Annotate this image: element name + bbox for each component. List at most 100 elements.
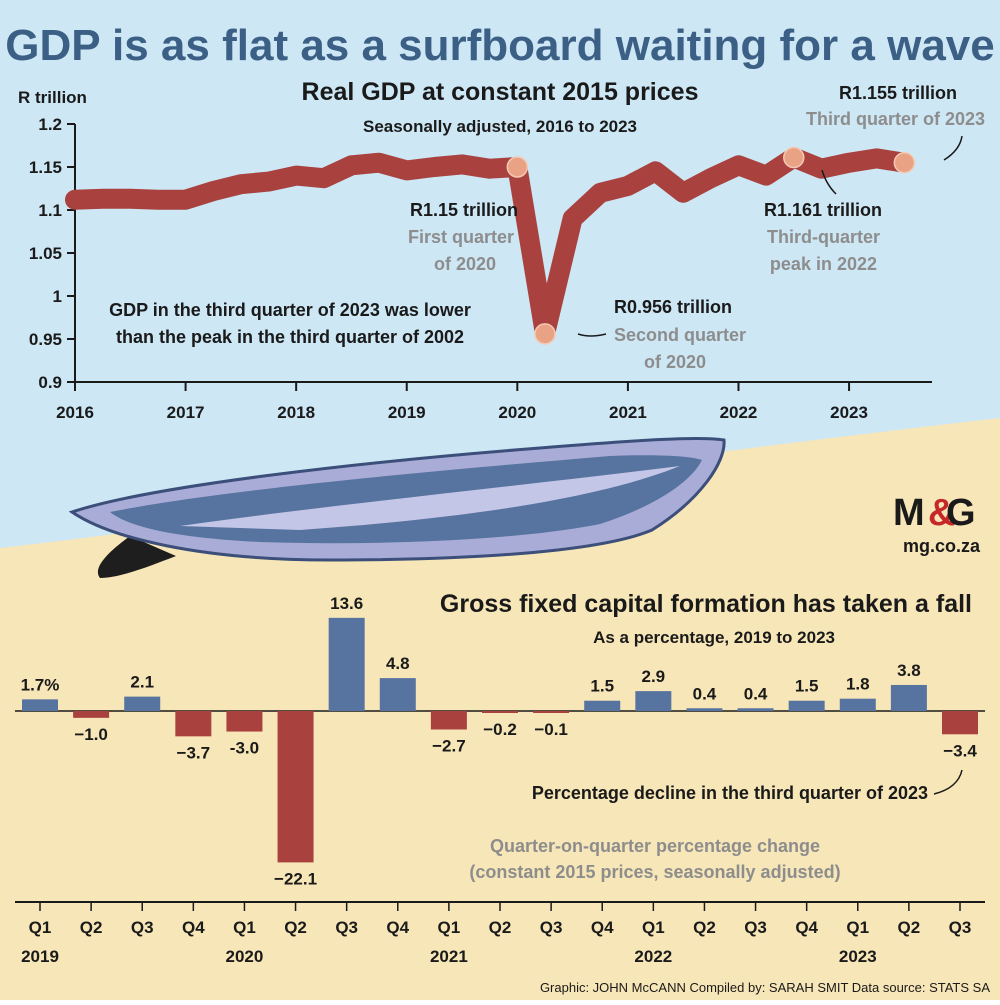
gfcf-bar xyxy=(124,696,161,711)
gfcf-bar-value-label: 2.9 xyxy=(642,667,666,686)
surfboard-stripe xyxy=(180,466,680,530)
gfcf-quarter-label: Q1 xyxy=(846,918,869,937)
marker-leader-q3-2023 xyxy=(943,135,963,161)
gfcf-bar-value-label: 1.5 xyxy=(795,677,819,696)
gfcf-bar-value-label: −22.1 xyxy=(274,869,317,888)
gfcf-bar xyxy=(22,699,58,711)
mg-logo-m: M xyxy=(893,492,925,534)
gfcf-quarter-label: Q1 xyxy=(642,918,665,937)
gfcf-quarter-label: Q4 xyxy=(182,918,205,937)
gfcf-bar xyxy=(226,711,263,732)
gdp-y-tick-label: 0.95 xyxy=(29,330,62,349)
gfcf-quarter-label: Q3 xyxy=(949,918,972,937)
gfcf-bar-value-label: 1.7% xyxy=(21,675,60,694)
gfcf-quarter-label: Q4 xyxy=(386,918,409,937)
gdp-y-tick-label: 1.1 xyxy=(38,201,62,220)
gdp-x-tick-label: 2017 xyxy=(167,403,205,422)
gfcf-bar xyxy=(942,711,978,735)
gfcf-note-line2: (constant 2015 prices, seasonally adjust… xyxy=(469,862,840,882)
gdp-x-tick-label: 2019 xyxy=(388,403,426,422)
gfcf-bar xyxy=(839,698,876,711)
gfcf-quarter-label: Q1 xyxy=(29,918,52,937)
gfcf-note-line1: Quarter-on-quarter percentage change xyxy=(490,836,820,856)
marker-detail-q2-2020-line1: Second quarter xyxy=(614,325,746,345)
marker-label-q3-2022: R1.161 trillion xyxy=(764,200,882,220)
gfcf-bar-value-label: 0.4 xyxy=(693,684,717,703)
gfcf-bar xyxy=(379,678,416,711)
marker-detail-q1-2020-line1: First quarter xyxy=(408,227,514,247)
gfcf-bar-value-label: −1.0 xyxy=(74,725,108,744)
gfcf-bar xyxy=(482,711,518,713)
credits: Graphic: JOHN McCANN Compiled by: SARAH … xyxy=(540,980,990,995)
gfcf-bar xyxy=(175,711,212,737)
gfcf-bar-value-label: −0.1 xyxy=(534,720,568,739)
gdp-chart-title: Real GDP at constant 2015 prices xyxy=(302,78,699,106)
gdp-x-tick-label: 2018 xyxy=(277,403,315,422)
surfboard-fin xyxy=(97,536,176,578)
gfcf-year-label: 2019 xyxy=(21,947,59,966)
gfcf-quarter-label: Q2 xyxy=(489,918,512,937)
gfcf-bar xyxy=(788,700,825,711)
gfcf-annotation: Percentage decline in the third quarter … xyxy=(532,783,928,803)
gfcf-chart-subtitle: As a percentage, 2019 to 2023 xyxy=(593,628,835,647)
gfcf-bar-value-label: -3.0 xyxy=(230,739,259,758)
gdp-note-line2: than the peak in the third quarter of 20… xyxy=(116,327,464,347)
gdp-marker-point xyxy=(506,156,529,178)
gdp-y-axis-label: R trillion xyxy=(18,88,87,107)
gfcf-year-label: 2020 xyxy=(226,947,264,966)
mg-logo-g: G xyxy=(946,492,976,534)
gdp-marker-point xyxy=(783,146,805,169)
gfcf-year-label: 2023 xyxy=(839,947,877,966)
gfcf-chart-title: Gross fixed capital formation has taken … xyxy=(440,590,972,618)
gfcf-bar-value-label: 4.8 xyxy=(386,654,410,673)
gfcf-bar xyxy=(635,691,672,711)
mg-logo-amp: & xyxy=(928,492,955,534)
gdp-y-tick-label: 1.2 xyxy=(38,115,62,134)
marker-detail-q3-2022-line1: Third-quarter xyxy=(767,227,880,247)
gfcf-year-label: 2021 xyxy=(430,947,468,966)
gdp-x-tick-label: 2022 xyxy=(720,403,758,422)
mg-logo-url: mg.co.za xyxy=(903,536,981,556)
gdp-x-tick-label: 2021 xyxy=(609,403,647,422)
marker-detail-q1-2020-line2: of 2020 xyxy=(434,254,496,274)
marker-label-q3-2023: R1.155 trillion xyxy=(839,83,957,103)
gfcf-bar-value-label: −0.2 xyxy=(483,720,517,739)
gdp-x-tick-label: 2020 xyxy=(498,403,536,422)
gdp-y-tick-label: 0.9 xyxy=(38,373,62,392)
gfcf-bar xyxy=(686,708,723,711)
gfcf-bar-value-label: −3.7 xyxy=(177,743,211,762)
gdp-y-tick-label: 1 xyxy=(53,287,62,306)
marker-leader-q2-2020 xyxy=(577,333,607,337)
gfcf-year-label: 2022 xyxy=(634,947,672,966)
marker-detail-q2-2020-line2: of 2020 xyxy=(644,352,706,372)
gfcf-bar-value-label: 3.8 xyxy=(897,661,921,680)
gfcf-quarter-label: Q4 xyxy=(591,918,614,937)
marker-detail-q3-2023: Third quarter of 2023 xyxy=(806,109,985,129)
gfcf-bar xyxy=(584,700,621,711)
gfcf-quarter-label: Q2 xyxy=(80,918,103,937)
gfcf-bar xyxy=(737,708,774,711)
marker-label-q2-2020: R0.956 trillion xyxy=(614,297,732,317)
gfcf-bar-value-label: −3.4 xyxy=(943,741,977,760)
gfcf-bar xyxy=(533,711,570,713)
gfcf-bar xyxy=(430,711,467,730)
gfcf-annotation-leader xyxy=(933,769,963,795)
gdp-x-tick-label: 2023 xyxy=(830,403,868,422)
marker-leader-q3-2022 xyxy=(821,169,837,195)
gfcf-quarter-label: Q1 xyxy=(438,918,461,937)
gdp-marker-point xyxy=(534,323,556,345)
gfcf-quarter-label: Q3 xyxy=(335,918,358,937)
gdp-chart-subtitle: Seasonally adjusted, 2016 to 2023 xyxy=(363,117,637,136)
gdp-x-tick-label: 2016 xyxy=(56,403,94,422)
gfcf-bar-value-label: 2.1 xyxy=(130,673,154,692)
gdp-series-line xyxy=(65,147,915,344)
gdp-y-tick-label: 1.05 xyxy=(29,244,62,263)
gfcf-quarter-label: Q3 xyxy=(540,918,563,937)
gfcf-quarter-label: Q2 xyxy=(284,918,307,937)
marker-detail-q3-2022-line2: peak in 2022 xyxy=(770,254,877,274)
gfcf-bar-value-label: 1.5 xyxy=(590,677,614,696)
gfcf-quarter-label: Q3 xyxy=(131,918,154,937)
gdp-note-line1: GDP in the third quarter of 2023 was low… xyxy=(109,300,471,320)
